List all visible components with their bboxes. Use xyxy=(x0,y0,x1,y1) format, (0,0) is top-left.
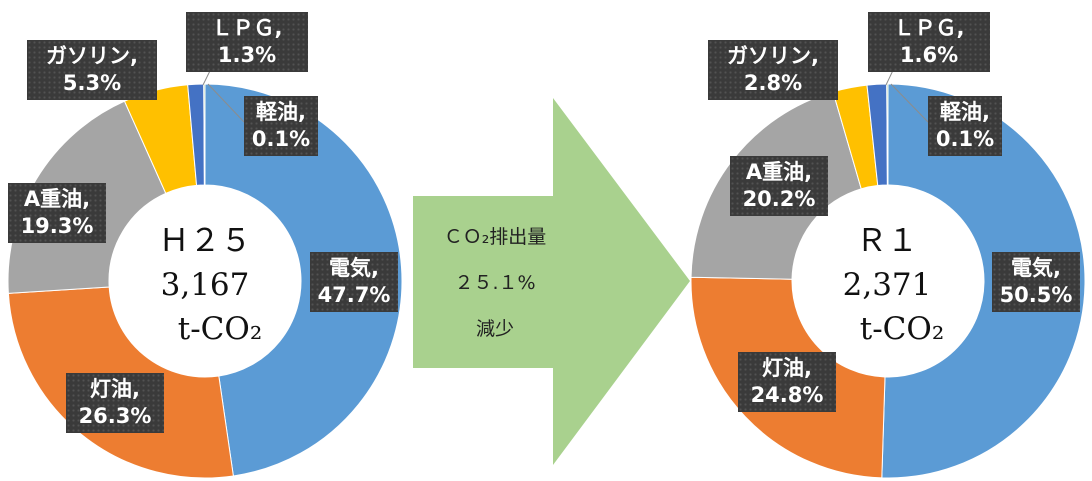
right-center-era: Ｒ１ xyxy=(856,223,918,259)
left-center-total: 3,167 xyxy=(160,267,250,303)
arrow-text: ＣＯ₂排出量 ２５.１% 減少 xyxy=(420,214,570,352)
right-leader-line-diesel xyxy=(890,83,929,123)
left-label-kerosene: 灯油, 26.3% xyxy=(66,373,164,433)
left-label-electricity-name: 電気, xyxy=(329,256,379,280)
right-slice-diesel xyxy=(886,83,889,186)
left-center-label: Ｈ２５ 3,167 t-CO₂ xyxy=(130,219,280,351)
right-label-heavy-oil-a-value: 20.2% xyxy=(742,187,816,211)
left-label-heavy-oil-a: A重油, 19.3% xyxy=(8,183,106,243)
left-label-heavy-oil-a-name: A重油, xyxy=(23,187,91,211)
left-label-gasoline-name: ガソリン, xyxy=(46,44,138,68)
right-label-diesel-name: 軽油, xyxy=(940,100,990,124)
right-label-diesel-value: 0.1% xyxy=(935,127,995,151)
right-label-heavy-oil-a: A重油, 20.2% xyxy=(730,156,828,216)
reduction-arrow xyxy=(413,98,690,465)
left-label-lpg-name: ＬＰＧ, xyxy=(211,16,283,40)
left-label-gasoline-value: 5.3% xyxy=(62,71,122,95)
left-label-electricity: 電気, 47.7% xyxy=(310,252,398,312)
left-label-electricity-value: 47.7% xyxy=(317,283,391,307)
left-label-diesel: 軽油, 0.1% xyxy=(244,96,318,156)
arrow-line-decrease: 減少 xyxy=(475,318,514,340)
right-center-unit: t-CO₂ xyxy=(859,311,945,347)
right-label-diesel: 軽油, 0.1% xyxy=(928,96,1002,156)
left-leader-line-diesel xyxy=(207,83,245,123)
arrow-line-co2: ＣＯ₂排出量 xyxy=(443,226,547,248)
right-label-electricity: 電気, 50.5% xyxy=(992,252,1080,312)
left-label-heavy-oil-a-value: 19.3% xyxy=(20,214,94,238)
left-label-lpg: ＬＰＧ, 1.3% xyxy=(186,12,308,72)
right-label-heavy-oil-a-name: A重油, xyxy=(745,160,813,184)
right-label-lpg: ＬＰＧ, 1.6% xyxy=(868,12,990,72)
left-label-kerosene-value: 26.3% xyxy=(78,404,152,428)
right-label-electricity-name: 電気, xyxy=(1011,256,1061,280)
left-center-era: Ｈ２５ xyxy=(158,223,252,259)
arrow-line-percent: ２５.１% xyxy=(454,272,536,294)
right-label-electricity-value: 50.5% xyxy=(999,283,1073,307)
right-label-lpg-value: 1.6% xyxy=(899,43,959,67)
right-slice-electricity xyxy=(881,83,1086,479)
right-label-gasoline-value: 2.8% xyxy=(743,71,803,95)
right-label-gasoline: ガソリン, 2.8% xyxy=(708,40,838,100)
left-label-lpg-value: 1.3% xyxy=(217,43,277,67)
right-label-kerosene-name: 灯油, xyxy=(762,356,812,380)
left-label-gasoline: ガソリン, 5.3% xyxy=(27,40,157,100)
right-label-gasoline-name: ガソリン, xyxy=(727,44,819,68)
left-slice-diesel xyxy=(203,83,206,186)
right-label-kerosene-value: 24.8% xyxy=(750,383,824,407)
right-label-kerosene: 灯油, 24.8% xyxy=(738,352,836,412)
right-label-lpg-name: ＬＰＧ, xyxy=(893,16,965,40)
left-center-unit: t-CO₂ xyxy=(177,311,263,347)
left-label-kerosene-name: 灯油, xyxy=(90,377,140,401)
right-center-total: 2,371 xyxy=(842,267,932,303)
left-label-diesel-value: 0.1% xyxy=(251,127,311,151)
left-label-diesel-name: 軽油, xyxy=(256,100,306,124)
right-center-label: Ｒ１ 2,371 t-CO₂ xyxy=(812,219,962,351)
left-slice-electricity xyxy=(204,83,403,477)
